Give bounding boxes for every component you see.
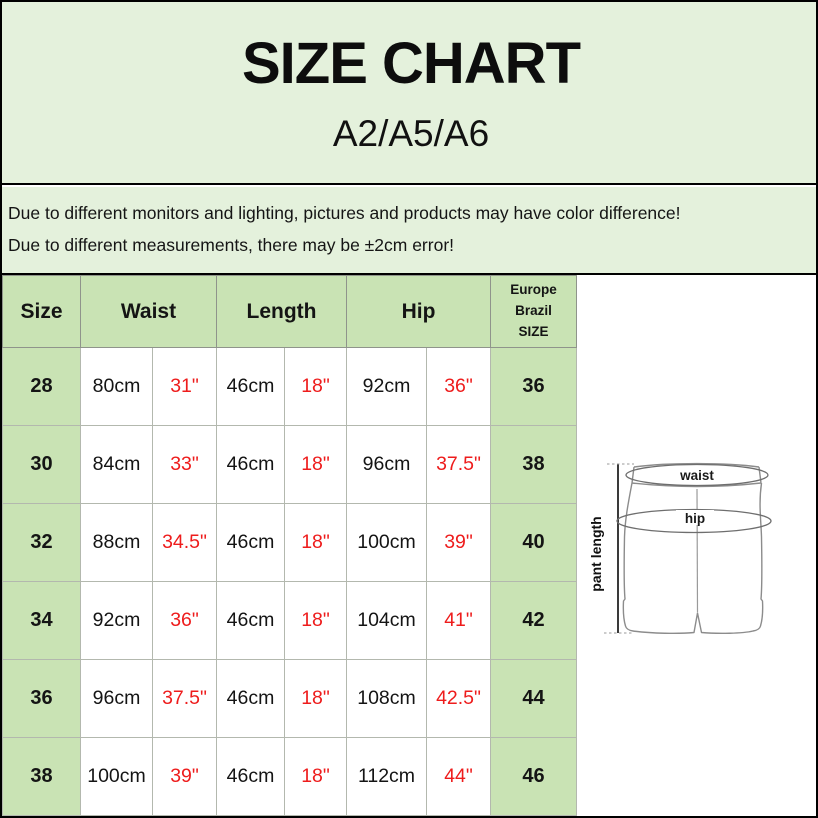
cell-waist-cm: 84cm: [80, 425, 153, 504]
cell-hip-in: 42.5": [426, 659, 491, 738]
cell-size: 34: [2, 581, 81, 660]
cell-waist-in: 39": [152, 737, 217, 816]
cell-length-cm: 46cm: [216, 659, 285, 738]
cell-length-cm: 46cm: [216, 581, 285, 660]
hip-label-bg: [676, 510, 714, 525]
cell-europe-size: 38: [490, 425, 577, 504]
table-row: 36 96cm 37.5" 46cm 18" 108cm 42.5" 44: [2, 659, 577, 738]
cell-length-in: 18": [284, 347, 347, 426]
title-box: SIZE CHART A2/A5/A6: [2, 2, 816, 185]
page-title: SIZE CHART: [242, 31, 581, 96]
table-row: 30 84cm 33" 46cm 18" 96cm 37.5" 38: [2, 425, 577, 504]
waistband-bottom-edge: [631, 482, 762, 488]
model-codes: A2/A5/A6: [332, 113, 490, 154]
header-europe-brazil-size: Europe Brazil SIZE: [490, 275, 577, 348]
table-row: 38 100cm 39" 46cm 18" 112cm 44" 46: [2, 737, 577, 816]
cell-europe-size: 40: [490, 503, 577, 582]
cell-europe-size: 36: [490, 347, 577, 426]
disclaimer-line-2: Due to different measurements, there may…: [8, 235, 455, 256]
cell-hip-cm: 92cm: [346, 347, 427, 426]
cell-length-cm: 46cm: [216, 425, 285, 504]
cell-length-in: 18": [284, 581, 347, 660]
cell-waist-cm: 100cm: [80, 737, 153, 816]
cell-waist-cm: 92cm: [80, 581, 153, 660]
cell-hip-cm: 96cm: [346, 425, 427, 504]
waist-label: waist: [679, 468, 714, 483]
cell-hip-cm: 108cm: [346, 659, 427, 738]
cell-size: 30: [2, 425, 81, 504]
cell-size: 28: [2, 347, 81, 426]
cell-waist-in: 33": [152, 425, 217, 504]
cell-length-cm: 46cm: [216, 737, 285, 816]
waist-label-bg: [671, 467, 723, 482]
cell-hip-in: 39": [426, 503, 491, 582]
center-seam-line: [696, 488, 699, 613]
table-row: 28 80cm 31" 46cm 18" 92cm 36" 36: [2, 347, 577, 426]
cell-size: 38: [2, 737, 81, 816]
cell-waist-in: 31": [152, 347, 217, 426]
disclaimer-line-1: Due to different monitors and lighting, …: [8, 203, 681, 223]
hip-label: hip: [685, 511, 705, 526]
cell-length-in: 18": [284, 737, 347, 816]
cell-europe-size: 42: [490, 581, 577, 660]
cell-length-cm: 46cm: [216, 347, 285, 426]
cell-waist-cm: 80cm: [80, 347, 153, 426]
header-size: Size: [2, 275, 81, 348]
cell-waist-cm: 96cm: [80, 659, 153, 738]
header-length: Length: [216, 275, 347, 348]
cell-length-in: 18": [284, 503, 347, 582]
size-table: Size Waist Length Hip Europe Brazil SIZE…: [2, 275, 577, 816]
cell-hip-cm: 104cm: [346, 581, 427, 660]
cell-length-in: 18": [284, 425, 347, 504]
table-header-row: Size Waist Length Hip Europe Brazil SIZE: [2, 275, 577, 348]
waistband-top-edge: [633, 462, 760, 468]
cell-waist-in: 34.5": [152, 503, 217, 582]
table-row: 32 88cm 34.5" 46cm 18" 100cm 39" 40: [2, 503, 577, 582]
cell-europe-size: 46: [490, 737, 577, 816]
disclaimer-box: Due to different monitors and lighting, …: [2, 187, 816, 275]
cell-hip-in: 41": [426, 581, 491, 660]
cell-hip-in: 44": [426, 737, 491, 816]
header-waist: Waist: [80, 275, 217, 348]
cell-hip-in: 37.5": [426, 425, 491, 504]
shorts-measurement-diagram: waist hip pant length: [587, 442, 797, 652]
cell-hip-cm: 100cm: [346, 503, 427, 582]
cell-waist-in: 37.5": [152, 659, 217, 738]
cell-size: 32: [2, 503, 81, 582]
hip-ellipse: [616, 508, 772, 534]
cell-waist-cm: 88cm: [80, 503, 153, 582]
cell-hip-in: 36": [426, 347, 491, 426]
cell-hip-cm: 112cm: [346, 737, 427, 816]
cell-size: 36: [2, 659, 81, 738]
cell-europe-size: 44: [490, 659, 577, 738]
header-hip: Hip: [346, 275, 491, 348]
pant-length-label: pant length: [588, 516, 604, 591]
cell-length-in: 18": [284, 659, 347, 738]
cell-waist-in: 36": [152, 581, 217, 660]
waistband-left-edge: [631, 466, 635, 484]
waist-ellipse: [625, 463, 769, 487]
table-row: 34 92cm 36" 46cm 18" 104cm 41" 42: [2, 581, 577, 660]
shorts-outline: [622, 482, 764, 635]
cell-length-cm: 46cm: [216, 503, 285, 582]
